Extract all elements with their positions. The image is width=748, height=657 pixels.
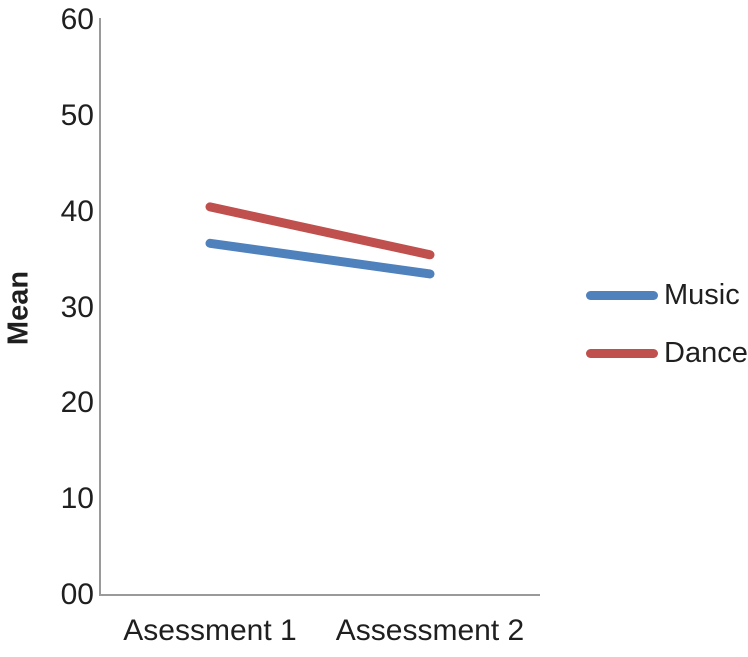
legend-line-swatch <box>586 290 658 300</box>
series-line-dance <box>205 202 435 260</box>
y-tick-label: 10 <box>60 482 94 516</box>
legend: Music Dance <box>586 278 748 394</box>
legend-line-swatch <box>586 348 658 358</box>
series-line-music <box>205 238 435 279</box>
y-tick-label: 60 <box>60 3 94 36</box>
y-tick-label: 30 <box>60 290 94 324</box>
y-tick-label: 00 <box>60 578 94 611</box>
axis-lines <box>99 18 540 596</box>
y-tick-label: 20 <box>60 386 94 420</box>
legend-label: Dance <box>664 336 748 369</box>
y-tick-label: 40 <box>60 194 94 228</box>
legend-label: Music <box>664 278 740 311</box>
x-category-label: Assessment 2 <box>335 614 525 647</box>
legend-item-music: Music <box>586 278 748 312</box>
y-tick-label: 50 <box>60 98 94 132</box>
x-category-label: Asessment 1 <box>123 614 297 647</box>
legend-item-dance: Dance <box>586 336 748 370</box>
